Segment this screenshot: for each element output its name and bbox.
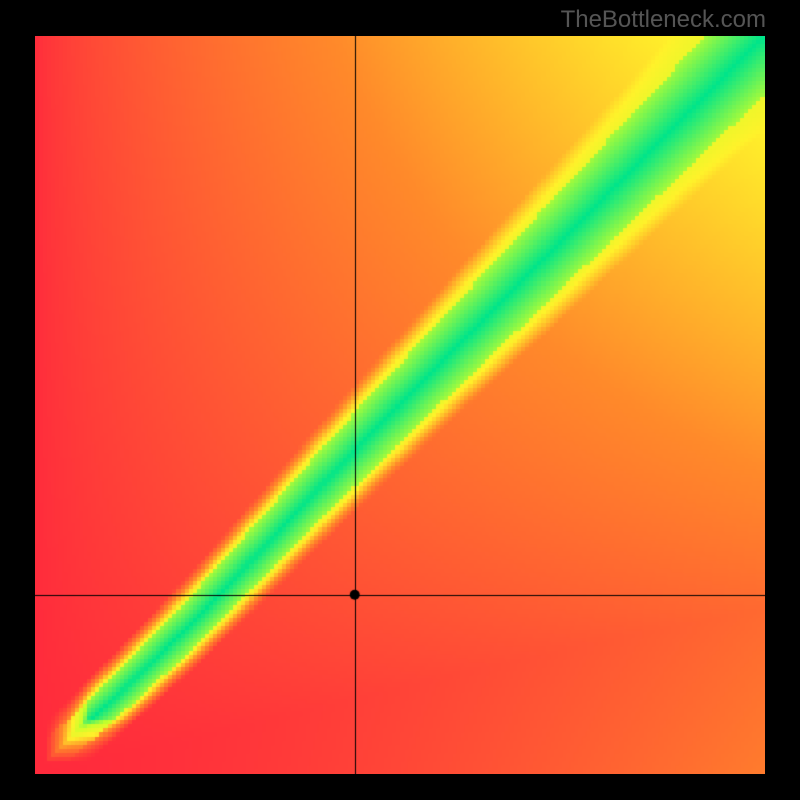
watermark-text: TheBottleneck.com [561,6,766,34]
bottleneck-heatmap [35,36,765,774]
chart-container: TheBottleneck.com [0,0,800,800]
